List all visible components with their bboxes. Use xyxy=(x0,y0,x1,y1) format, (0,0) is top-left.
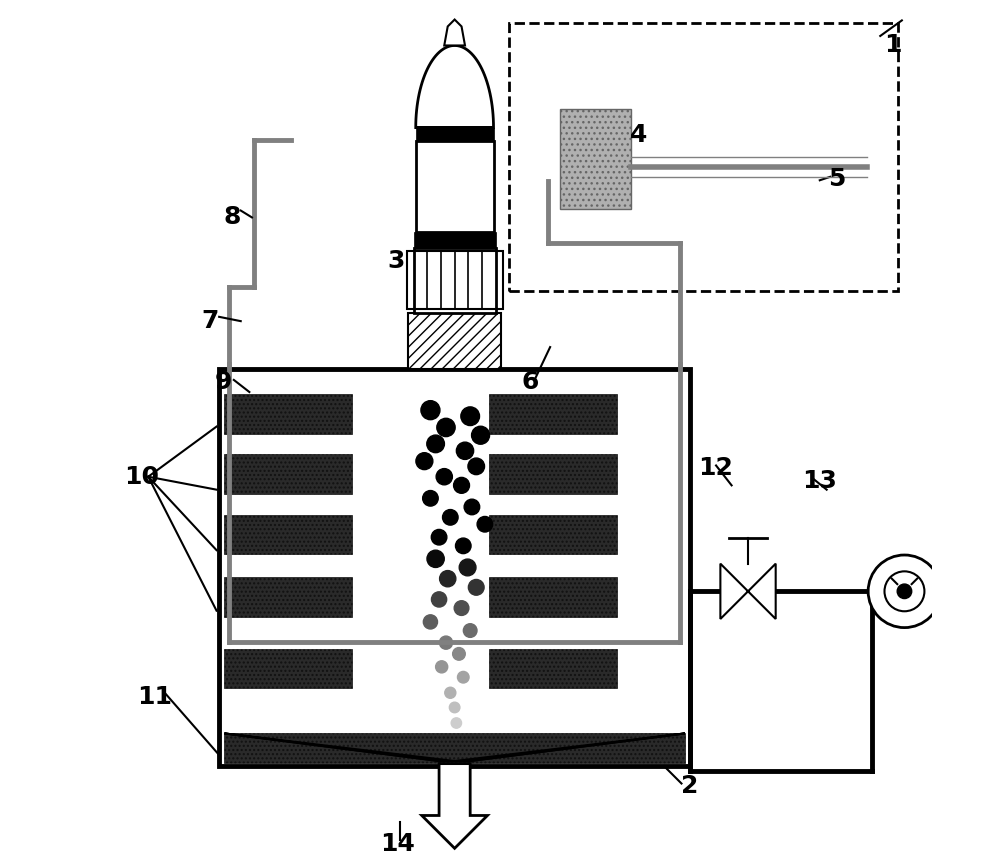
Circle shape xyxy=(463,623,477,637)
Bar xyxy=(489,454,617,494)
Circle shape xyxy=(454,601,469,616)
Text: 2: 2 xyxy=(681,774,699,799)
Text: 14: 14 xyxy=(381,832,415,856)
Bar xyxy=(489,434,617,454)
Bar xyxy=(224,515,352,555)
Circle shape xyxy=(440,570,456,587)
Polygon shape xyxy=(720,564,776,619)
Circle shape xyxy=(423,615,438,629)
Bar xyxy=(509,23,898,291)
Bar xyxy=(224,434,352,733)
Bar xyxy=(408,312,501,368)
Circle shape xyxy=(454,478,469,493)
Bar xyxy=(489,616,617,649)
Bar xyxy=(224,494,352,515)
Bar xyxy=(489,555,617,577)
Text: 10: 10 xyxy=(124,465,159,489)
Circle shape xyxy=(437,418,455,437)
Bar xyxy=(489,394,617,434)
Bar xyxy=(224,555,352,577)
Text: 6: 6 xyxy=(522,369,539,394)
Text: 13: 13 xyxy=(802,469,837,493)
Circle shape xyxy=(868,555,941,628)
Bar xyxy=(224,368,352,649)
Circle shape xyxy=(457,671,469,683)
Circle shape xyxy=(439,636,453,649)
Circle shape xyxy=(416,453,433,470)
Bar xyxy=(560,109,631,209)
Circle shape xyxy=(459,559,476,576)
Circle shape xyxy=(431,592,447,607)
Circle shape xyxy=(427,551,444,568)
Circle shape xyxy=(468,458,485,474)
Circle shape xyxy=(445,688,456,698)
Bar xyxy=(414,232,496,248)
Text: 8: 8 xyxy=(223,205,241,230)
Bar xyxy=(224,577,352,616)
Text: 11: 11 xyxy=(137,685,172,709)
Text: 3: 3 xyxy=(388,249,405,272)
Circle shape xyxy=(421,401,440,420)
Circle shape xyxy=(477,517,493,532)
Circle shape xyxy=(456,442,474,460)
Text: 9: 9 xyxy=(215,369,232,394)
Text: 12: 12 xyxy=(699,456,733,480)
Text: 5: 5 xyxy=(828,166,846,191)
Bar xyxy=(489,434,617,733)
Bar xyxy=(219,368,690,766)
Bar xyxy=(224,616,352,649)
Bar xyxy=(489,577,617,616)
Circle shape xyxy=(431,530,447,545)
Circle shape xyxy=(461,407,480,426)
Circle shape xyxy=(472,427,490,444)
Bar xyxy=(224,394,352,434)
Circle shape xyxy=(423,491,438,506)
Polygon shape xyxy=(416,45,494,127)
Circle shape xyxy=(436,468,452,485)
Bar xyxy=(224,733,685,763)
Polygon shape xyxy=(422,764,487,848)
Circle shape xyxy=(884,571,924,611)
Text: 1: 1 xyxy=(884,33,902,56)
Bar xyxy=(224,649,352,688)
Bar xyxy=(416,141,494,232)
Circle shape xyxy=(897,584,912,598)
Circle shape xyxy=(453,648,465,660)
Text: 4: 4 xyxy=(630,123,647,147)
Bar xyxy=(407,251,503,310)
Bar xyxy=(224,454,352,494)
Circle shape xyxy=(464,499,480,515)
Bar xyxy=(489,515,617,555)
Circle shape xyxy=(451,718,462,728)
Polygon shape xyxy=(444,20,465,45)
Circle shape xyxy=(443,510,458,525)
Bar xyxy=(489,649,617,688)
Bar xyxy=(224,434,352,454)
Bar xyxy=(414,248,496,312)
Circle shape xyxy=(449,702,460,713)
Circle shape xyxy=(455,538,471,554)
Bar xyxy=(489,494,617,515)
Polygon shape xyxy=(224,733,455,761)
Circle shape xyxy=(468,579,484,596)
Circle shape xyxy=(427,435,444,453)
Polygon shape xyxy=(455,733,685,761)
Bar xyxy=(489,368,617,649)
Bar xyxy=(416,127,494,141)
Circle shape xyxy=(436,661,448,673)
Text: 7: 7 xyxy=(202,310,219,333)
